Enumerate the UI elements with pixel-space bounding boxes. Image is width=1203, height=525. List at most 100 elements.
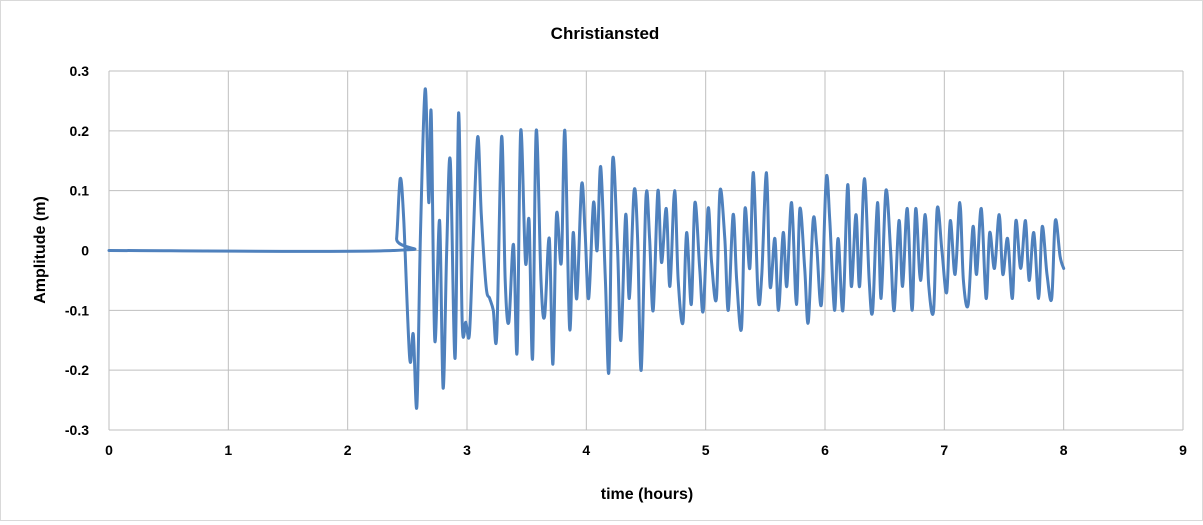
x-tick-label: 2: [344, 442, 352, 458]
y-tick-label: 0.1: [70, 183, 90, 199]
data-point: [524, 261, 527, 264]
data-point: [959, 202, 961, 204]
y-tick-label: 0.2: [70, 123, 90, 139]
data-point: [761, 273, 763, 275]
data-point: [1011, 297, 1014, 299]
data-point: [555, 214, 558, 216]
data-point: [552, 363, 554, 365]
data-point: [749, 267, 751, 269]
data-point: [893, 309, 895, 311]
data-point: [532, 357, 534, 359]
data-point: [976, 273, 978, 275]
data-point: [1033, 232, 1035, 234]
data-point: [707, 208, 709, 210]
data-point: [612, 160, 614, 162]
data-point: [461, 321, 463, 323]
data-point: [682, 321, 684, 323]
data-point: [512, 243, 515, 246]
series-group: [107, 87, 1066, 410]
data-point: [1007, 237, 1009, 240]
data-point: [850, 285, 852, 287]
data-point: [933, 309, 935, 311]
data-point: [677, 279, 679, 281]
data-point: [424, 88, 426, 90]
data-point: [855, 214, 857, 216]
data-point: [863, 178, 866, 180]
data-point: [540, 279, 542, 281]
data-point: [752, 172, 755, 174]
data-point: [428, 202, 430, 204]
x-tick-label: 6: [821, 442, 829, 458]
data-point: [829, 220, 831, 222]
data-point: [492, 309, 494, 311]
data-point: [620, 339, 622, 341]
data-point: [732, 214, 734, 216]
data-point: [649, 237, 651, 240]
data-point: [804, 267, 806, 269]
data-point: [581, 184, 583, 186]
data-point: [906, 208, 908, 210]
data-point: [847, 184, 849, 186]
data-point: [449, 160, 451, 162]
data-point: [458, 112, 460, 114]
data-point: [592, 202, 595, 204]
data-point: [504, 279, 506, 281]
data-point: [584, 232, 586, 234]
data-point: [868, 279, 870, 281]
data-point: [489, 297, 491, 299]
data-point: [980, 208, 982, 210]
data-point: [774, 237, 776, 240]
data-point: [446, 249, 448, 252]
y-tick-label: 0: [81, 243, 89, 259]
data-point: [833, 309, 836, 311]
data-point: [837, 237, 839, 240]
x-tick-label: 7: [940, 442, 948, 458]
data-point: [419, 232, 422, 234]
data-point: [876, 202, 879, 204]
data-point: [928, 285, 930, 287]
data-point: [936, 208, 938, 210]
data-point: [544, 315, 546, 317]
data-point: [608, 369, 610, 371]
data-point: [548, 237, 550, 240]
data-point: [807, 321, 809, 323]
data-point: [885, 190, 887, 192]
data-point: [724, 237, 726, 240]
data-point: [694, 202, 696, 204]
data-point: [799, 208, 801, 210]
data-point: [657, 190, 659, 192]
data-point: [412, 333, 414, 335]
data-point: [430, 112, 432, 114]
data-point: [416, 405, 418, 407]
data-point: [645, 196, 647, 198]
data-point: [842, 309, 844, 311]
y-tick-label: 0.3: [70, 63, 90, 79]
data-point: [1054, 220, 1056, 222]
data-point: [669, 285, 671, 287]
y-axis-ticks: -0.3 -0.2 -0.1 0 0.1 0.2 0.3: [65, 63, 89, 438]
data-point: [727, 309, 729, 311]
data-point: [485, 285, 487, 287]
data-point: [560, 261, 562, 264]
data-point: [465, 321, 467, 323]
data-point: [439, 220, 441, 222]
data-point: [501, 136, 503, 138]
data-point: [782, 232, 784, 234]
data-point: [902, 285, 904, 287]
x-tick-label: 5: [702, 442, 710, 458]
y-axis-title: Amplitude (m): [32, 196, 49, 304]
data-point: [765, 172, 768, 174]
data-point: [454, 357, 456, 359]
data-point: [915, 208, 917, 210]
data-point: [1024, 220, 1027, 222]
y-tick-label: -0.3: [65, 422, 89, 438]
data-point: [719, 190, 721, 192]
data-point: [919, 279, 922, 281]
data-point: [633, 190, 635, 192]
data-point: [890, 249, 892, 252]
data-point: [954, 273, 956, 275]
data-point: [576, 297, 578, 299]
data-point: [872, 309, 874, 311]
data-point: [569, 327, 571, 329]
data-point: [1015, 220, 1017, 222]
